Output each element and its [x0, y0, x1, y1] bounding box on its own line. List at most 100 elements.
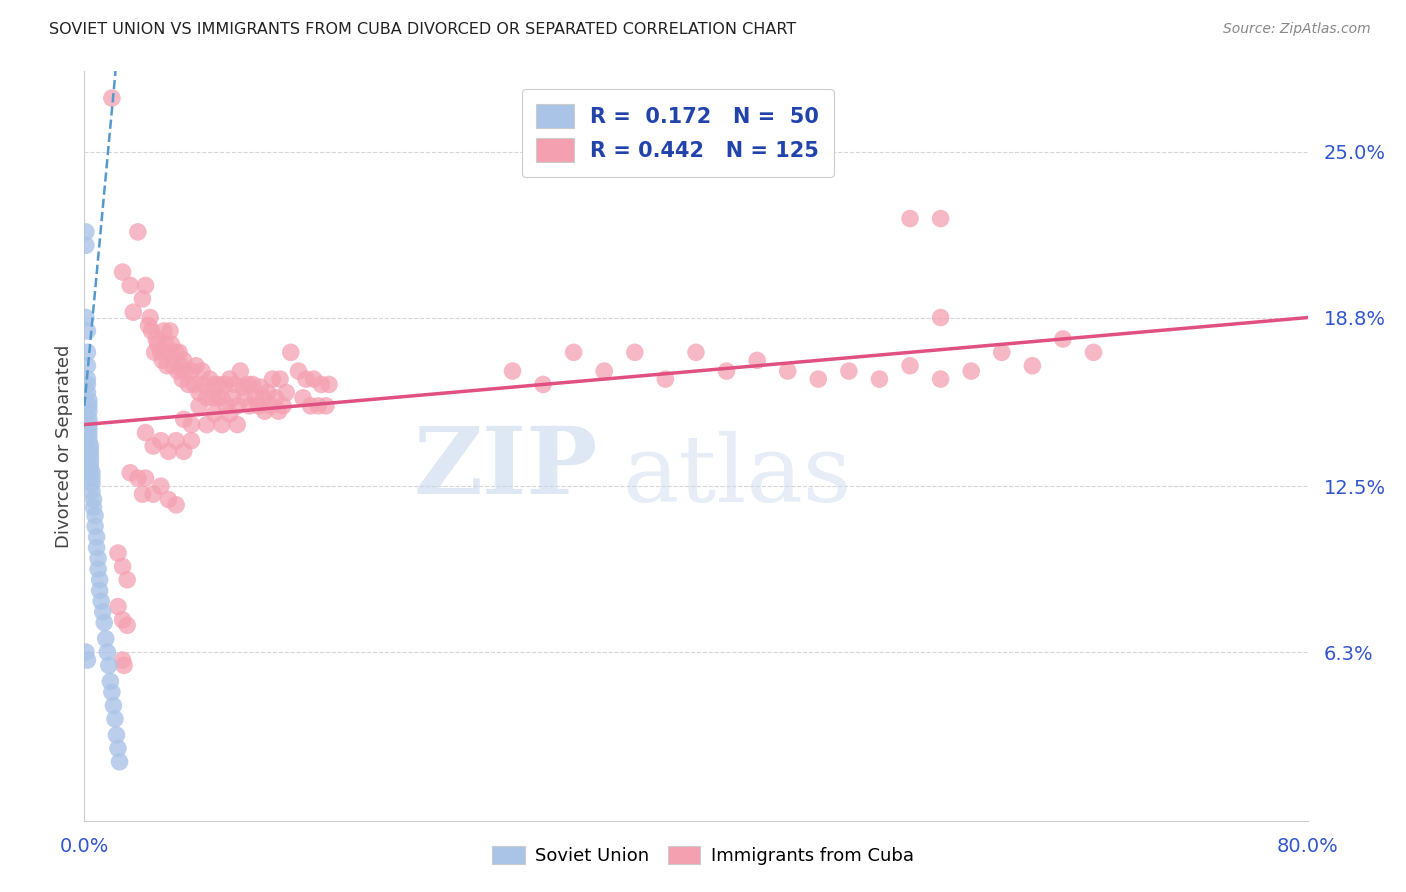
Point [80, 476, 103, 491]
Point [101, 91, 124, 105]
Point [77, 412, 100, 426]
Point [93, 615, 115, 630]
Point [177, 377, 200, 392]
Point [170, 359, 193, 373]
Point [280, 345, 302, 359]
Point [188, 399, 211, 413]
Point [165, 345, 187, 359]
Point [238, 399, 260, 413]
Point [122, 305, 145, 319]
Point [184, 359, 207, 373]
Point [111, 559, 134, 574]
Point [242, 377, 264, 392]
Point [195, 391, 218, 405]
Point [79, 455, 101, 469]
Point [76, 653, 98, 667]
Point [94, 632, 117, 646]
Point [79, 439, 101, 453]
Point [287, 364, 309, 378]
Point [202, 407, 225, 421]
Point [174, 364, 197, 378]
Point [929, 310, 952, 325]
Point [77, 404, 100, 418]
Point [716, 364, 738, 378]
Point [262, 372, 284, 386]
Point [685, 345, 707, 359]
Point [502, 364, 524, 378]
Point [201, 391, 224, 405]
Point [929, 211, 952, 226]
Point [75, 645, 97, 659]
Point [252, 391, 274, 405]
Point [86, 541, 108, 555]
Point [162, 359, 184, 373]
Point [107, 741, 129, 756]
Point [960, 364, 983, 378]
Point [869, 372, 891, 386]
Point [776, 364, 799, 378]
Text: SOVIET UNION VS IMMIGRANTS FROM CUBA DIVORCED OR SEPARATED CORRELATION CHART: SOVIET UNION VS IMMIGRANTS FROM CUBA DIV… [49, 22, 796, 37]
Point [77, 399, 100, 413]
Point [79, 460, 101, 475]
Point [302, 372, 325, 386]
Point [156, 359, 179, 373]
Point [104, 712, 127, 726]
Text: Source: ZipAtlas.com: Source: ZipAtlas.com [1223, 22, 1371, 37]
Point [149, 345, 172, 359]
Point [75, 225, 97, 239]
Point [141, 324, 163, 338]
Point [98, 674, 121, 689]
Point [193, 377, 215, 392]
Point [84, 519, 107, 533]
Point [898, 359, 921, 373]
Point [218, 407, 240, 421]
Legend: R =  0.172   N =  50, R = 0.442   N = 125: R = 0.172 N = 50, R = 0.442 N = 125 [522, 89, 834, 177]
Point [311, 377, 333, 392]
Point [1083, 345, 1105, 359]
Point [120, 466, 142, 480]
Y-axis label: Divorced or Separated: Divorced or Separated [55, 344, 73, 548]
Point [77, 428, 100, 442]
Point [247, 399, 270, 413]
Point [150, 353, 173, 368]
Point [80, 466, 103, 480]
Point [86, 530, 108, 544]
Point [226, 417, 249, 432]
Point [107, 599, 129, 614]
Point [112, 658, 135, 673]
Point [221, 391, 243, 405]
Point [624, 345, 647, 359]
Point [991, 345, 1014, 359]
Point [80, 484, 103, 499]
Point [107, 546, 129, 560]
Point [142, 439, 165, 453]
Point [207, 391, 229, 405]
Point [264, 391, 287, 405]
Point [79, 444, 101, 458]
Point [77, 393, 100, 408]
Point [76, 324, 98, 338]
Point [172, 372, 194, 386]
Point [91, 605, 114, 619]
Point [79, 450, 101, 464]
Point [77, 434, 100, 448]
Point [76, 359, 98, 373]
Point [77, 417, 100, 432]
Point [260, 399, 283, 413]
Point [87, 562, 110, 576]
Point [167, 345, 190, 359]
Point [149, 434, 172, 448]
Point [208, 377, 231, 392]
Point [929, 372, 952, 386]
Point [143, 345, 166, 359]
Point [202, 377, 225, 392]
Point [180, 417, 202, 432]
Point [75, 238, 97, 252]
Point [101, 685, 124, 699]
Point [135, 471, 157, 485]
Point [142, 487, 165, 501]
Point [89, 573, 111, 587]
Point [232, 380, 254, 394]
Point [120, 278, 142, 293]
Point [898, 211, 921, 226]
